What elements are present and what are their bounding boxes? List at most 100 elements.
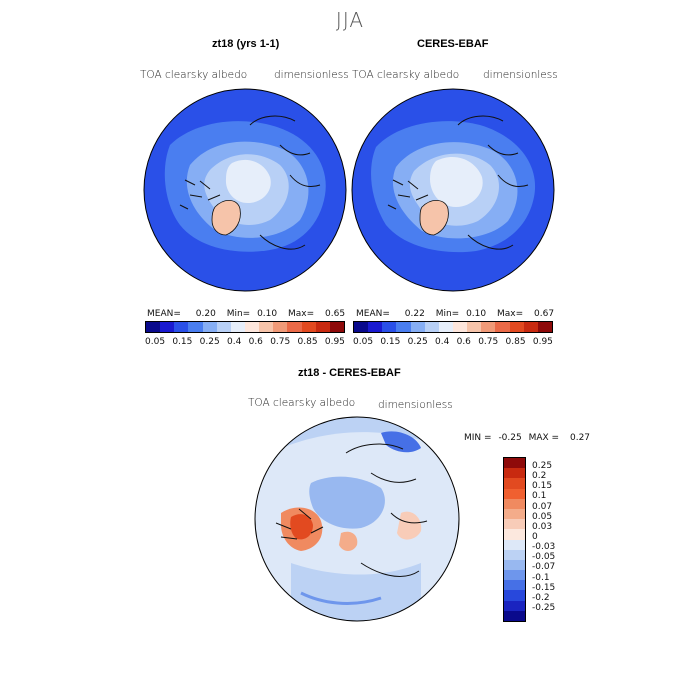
colorbar-tick-label: 0.95 [324, 337, 345, 347]
colorbar-swatch [504, 580, 525, 591]
colorbar-swatch [509, 322, 524, 332]
colorbar-tick-label: 0 [532, 531, 538, 542]
figure-title: JJA [335, 8, 365, 32]
colorbar-tick-label: 0.2 [532, 471, 547, 482]
panel1-polar-map [143, 88, 347, 292]
panel1-min: 0.10 [257, 309, 278, 319]
colorbar-swatch [273, 322, 288, 332]
colorbar-tick-label: 0.85 [505, 337, 526, 347]
diff-title: zt18 - CERES-EBAF [298, 367, 401, 379]
colorbar-swatch [504, 488, 525, 499]
colorbar-tick-label: 0.15 [172, 337, 193, 347]
colorbar-swatch [537, 322, 552, 332]
diff-polar-map [254, 416, 460, 622]
colorbar-swatch [287, 322, 302, 332]
panel2-min: 0.10 [466, 309, 487, 319]
colorbar-tick-label: 0.15 [380, 337, 401, 347]
colorbar-swatch [315, 322, 330, 332]
colorbar-swatch [504, 539, 525, 550]
colorbar-swatch [495, 322, 510, 332]
panel2-mean: 0.22 [404, 309, 425, 319]
colorbar-tick-label: 0.75 [270, 337, 291, 347]
colorbar-swatch [146, 322, 161, 332]
colorbar-swatch [504, 610, 525, 621]
diff-units: dimensionless [378, 399, 453, 411]
colorbar-swatch [504, 508, 525, 520]
colorbar-swatch [301, 322, 316, 332]
colorbar-swatch [174, 322, 189, 332]
diff-min-label: MIN = [464, 433, 492, 443]
panel2-min-label: Min= [435, 309, 460, 319]
colorbar-tick-label: -0.03 [532, 542, 556, 553]
colorbar-swatch [244, 322, 260, 332]
colorbar-tick-label: 0.6 [456, 337, 471, 347]
panel1-mean: 0.20 [195, 309, 216, 319]
colorbar-swatch [259, 322, 274, 332]
diff-min: -0.25 [498, 433, 522, 443]
panel1-title: zt18 (yrs 1-1) [212, 38, 280, 50]
colorbar-swatch [382, 322, 397, 332]
colorbar-swatch [368, 322, 383, 332]
colorbar-swatch [504, 559, 525, 571]
panel2-max-label: Max= [497, 309, 524, 319]
colorbar-tick-label: 0.75 [478, 337, 499, 347]
colorbar-swatch [523, 322, 538, 332]
colorbar-swatch [452, 322, 468, 332]
colorbar-swatch [467, 322, 482, 332]
panel2-colorbar [353, 321, 553, 333]
panel2-units: dimensionless [483, 69, 558, 81]
colorbar-tick-label: 0.15 [532, 481, 553, 492]
panel2-max: 0.67 [534, 309, 555, 319]
diff-stats: MIN = -0.25 MAX = 0.27 [464, 433, 590, 443]
panel2-stats: MEAN= 0.22 Min= 0.10 Max= 0.67 [356, 309, 554, 319]
colorbar-swatch [216, 322, 231, 332]
colorbar-swatch [396, 322, 411, 332]
panel1-varname: TOA clearsky albedo [140, 69, 248, 81]
colorbar-tick-label: 0.05 [145, 337, 166, 347]
colorbar-swatch [504, 458, 525, 469]
colorbar-swatch [438, 322, 453, 332]
colorbar-swatch [504, 590, 525, 601]
panel1-units: dimensionless [274, 69, 349, 81]
panel1-max: 0.65 [325, 309, 346, 319]
colorbar-swatch [504, 529, 525, 540]
colorbar-swatch [504, 498, 525, 509]
panel1-stats: MEAN= 0.20 Min= 0.10 Max= 0.65 [147, 309, 345, 319]
panel1-mean-label: MEAN= [147, 309, 181, 319]
colorbar-tick-label: -0.25 [532, 602, 556, 613]
colorbar-tick-label: 0.05 [532, 511, 553, 522]
colorbar-swatch [504, 468, 525, 479]
colorbar-tick-label: 0.95 [532, 337, 553, 347]
colorbar-swatch [504, 600, 525, 611]
panel2-polar-map [351, 88, 555, 292]
diff-colorbar [503, 457, 526, 622]
colorbar-swatch [202, 322, 217, 332]
colorbar-tick-label: 0.1 [532, 491, 547, 502]
colorbar-swatch [329, 322, 344, 332]
colorbar-swatch [354, 322, 369, 332]
colorbar-swatch [424, 322, 439, 332]
panel2-mean-label: MEAN= [356, 309, 390, 319]
colorbar-tick-label: 0.85 [297, 337, 318, 347]
colorbar-tick-label: 0.03 [532, 521, 553, 532]
panel1-max-label: Max= [288, 309, 315, 319]
colorbar-swatch [504, 570, 525, 581]
colorbar-tick-label: -0.15 [532, 582, 556, 593]
panel1-colorbar-ticks: 0.05 0.15 0.25 0.4 0.6 0.75 0.85 0.95 [145, 337, 345, 347]
colorbar-tick-label: 0.07 [532, 501, 553, 512]
colorbar-tick-label: -0.05 [532, 552, 556, 563]
diff-max-label: MAX = [528, 433, 560, 443]
diff-max: 0.27 [569, 433, 591, 443]
colorbar-swatch [160, 322, 175, 332]
colorbar-swatch [230, 322, 245, 332]
colorbar-swatch [504, 549, 525, 560]
colorbar-tick-label: 0.4 [226, 337, 242, 347]
colorbar-swatch [410, 322, 425, 332]
colorbar-tick-label: 0.25 [199, 337, 220, 347]
colorbar-tick-label: -0.2 [532, 592, 550, 603]
panel2-varname: TOA clearsky albedo [352, 69, 460, 81]
colorbar-swatch [504, 478, 525, 489]
diff-colorbar-ticks: 0.25 0.2 0.15 0.1 0.07 0.05 0.03 0 -0.03 -0.05 -0.… [532, 461, 555, 613]
colorbar-swatch [504, 519, 525, 530]
colorbar-tick-label: 0.4 [434, 337, 450, 347]
